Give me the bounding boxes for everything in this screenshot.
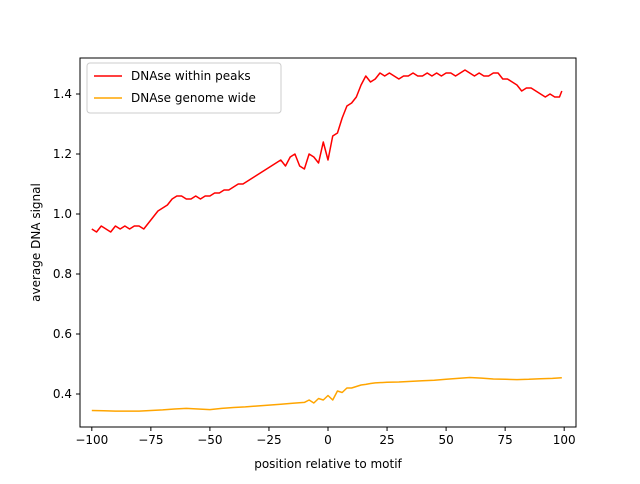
series-line-dnase-within-peaks <box>91 69 563 233</box>
x-axis-label: position relative to motif <box>254 457 402 471</box>
y-tick-label: 1.2 <box>53 147 72 161</box>
x-tick-label: −25 <box>256 433 281 447</box>
y-tick-label: 1.4 <box>53 87 72 101</box>
x-tick-label: −50 <box>197 433 222 447</box>
legend-box <box>86 62 282 114</box>
x-tick-label: 25 <box>379 433 394 447</box>
x-tick-label: 50 <box>438 433 453 447</box>
axis-ticks: −100 −75 −50 −25 0 25 50 75 100 0.4 0.6 0.8 1.0 1.2 1.… <box>53 87 576 447</box>
y-axis-label: average DNA signal <box>29 183 43 302</box>
legend-label-within-peaks: DNAse within peaks <box>131 69 251 83</box>
series-line-dnase-genome-wide <box>91 376 562 412</box>
x-tick-label: −75 <box>138 433 163 447</box>
x-tick-label: −100 <box>75 433 108 447</box>
y-tick-label: 0.6 <box>53 327 72 341</box>
legend-label-genome-wide: DNAse genome wide <box>131 91 256 105</box>
y-tick-label: 1.0 <box>53 207 72 221</box>
series-lines <box>91 69 563 412</box>
y-tick-label: 0.4 <box>53 387 72 401</box>
x-tick-label: 75 <box>498 433 513 447</box>
y-tick-label: 0.8 <box>53 267 72 281</box>
x-tick-label: 100 <box>553 433 576 447</box>
legend: DNAse within peaks DNAse genome wide <box>86 62 282 114</box>
x-tick-label: 0 <box>324 433 332 447</box>
